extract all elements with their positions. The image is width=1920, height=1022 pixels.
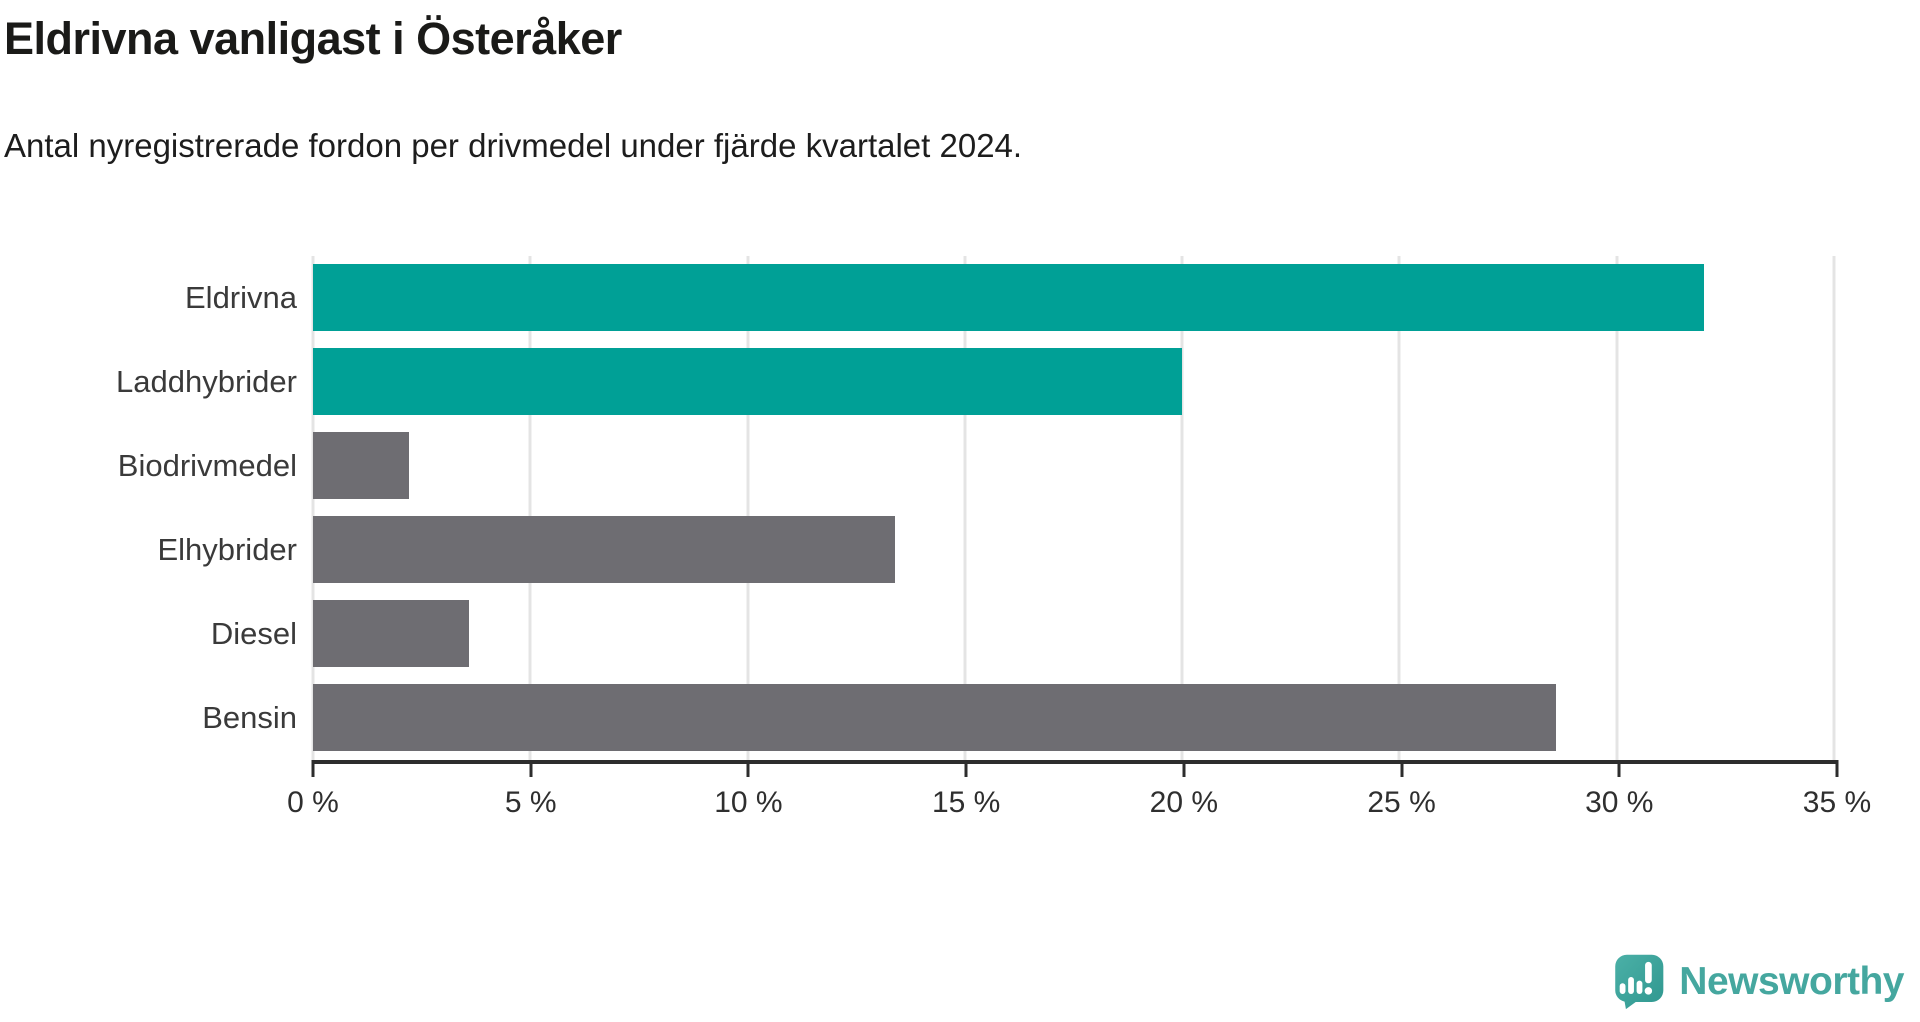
gridline bbox=[1832, 255, 1836, 760]
axis-tick bbox=[1835, 759, 1839, 777]
bar-biodrivmedel bbox=[313, 432, 409, 500]
category-label: Eldrivna bbox=[185, 279, 297, 315]
axis-tick-label: 30 % bbox=[1585, 785, 1654, 819]
gridline bbox=[1180, 255, 1184, 760]
bar-row: Diesel bbox=[211, 592, 1834, 676]
bar-row: Bensin bbox=[202, 676, 1834, 760]
bar-row: Laddhybrider bbox=[116, 340, 1834, 424]
axis-tick bbox=[311, 759, 315, 777]
chart-subtitle: Antal nyregistrerade fordon per drivmede… bbox=[4, 127, 1023, 164]
chart-title: Eldrivna vanligast i Österåker bbox=[4, 13, 622, 64]
bar-elhybrider bbox=[313, 516, 896, 584]
bar-row: Eldrivna bbox=[185, 256, 1834, 340]
axis-tick-label: 5 % bbox=[504, 785, 557, 819]
category-label: Bensin bbox=[202, 699, 297, 735]
newsworthy-wordmark: Newsworthy bbox=[1679, 959, 1904, 1003]
gridline bbox=[963, 255, 967, 760]
axis-tick bbox=[1400, 759, 1404, 777]
axis-tick-label: 0 % bbox=[287, 785, 339, 819]
axis-tick bbox=[529, 759, 533, 777]
x-axis-line bbox=[313, 759, 1837, 764]
gridline bbox=[1615, 255, 1619, 760]
axis-tick-label: 10 % bbox=[714, 785, 783, 819]
bar-diesel bbox=[313, 600, 470, 668]
axis-tick-label: 20 % bbox=[1149, 785, 1219, 819]
bar-row: Biodrivmedel bbox=[118, 424, 1834, 508]
category-label: Elhybrider bbox=[157, 531, 297, 567]
bar-rows: Eldrivna Laddhybrider Biodrivmedel Elhybrid… bbox=[116, 256, 1834, 760]
bar-laddhybrider bbox=[313, 348, 1183, 416]
bar-row: Elhybrider bbox=[157, 508, 1834, 592]
bar-eldrivna bbox=[313, 264, 1704, 332]
axis-tick bbox=[1182, 759, 1186, 777]
axis-tick-label: 35 % bbox=[1802, 785, 1872, 819]
axis-tick bbox=[1617, 759, 1621, 777]
gridline bbox=[528, 255, 532, 760]
newsworthy-icon bbox=[1615, 954, 1664, 1010]
gridline bbox=[1397, 255, 1401, 760]
plot-area: Eldrivna Laddhybrider Biodrivmedel Elhybrid… bbox=[116, 255, 1836, 760]
gridline bbox=[746, 255, 750, 760]
category-label: Diesel bbox=[210, 615, 297, 651]
gridlines-layer bbox=[311, 255, 1836, 760]
category-label: Laddhybrider bbox=[116, 363, 297, 399]
axis-tick bbox=[746, 759, 750, 777]
newsworthy-logo: Newsworthy bbox=[1609, 953, 1904, 1010]
axis-tick-label: 15 % bbox=[931, 785, 1001, 819]
category-label: Biodrivmedel bbox=[117, 447, 297, 483]
axis-tick-label: 25 % bbox=[1367, 785, 1436, 819]
bar-bensin bbox=[313, 684, 1556, 752]
x-axis: 0 % 5 % 10 % 15 % 20 % 25 % 30 % 35 % bbox=[287, 759, 1871, 830]
axis-tick bbox=[964, 759, 968, 777]
gridline bbox=[311, 255, 315, 760]
